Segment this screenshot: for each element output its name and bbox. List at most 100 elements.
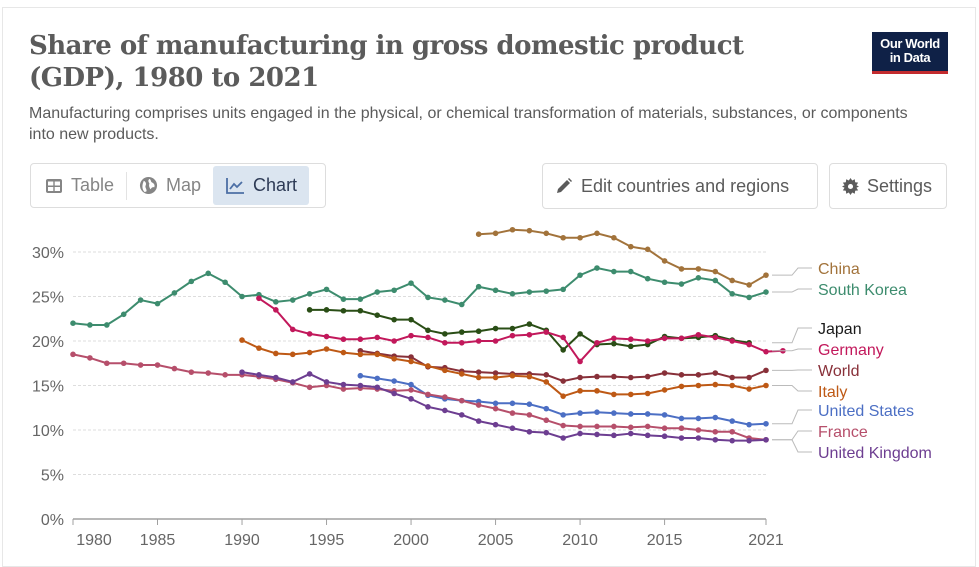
legend-item-world: World — [772, 363, 860, 380]
data-point — [391, 391, 397, 397]
data-point — [273, 307, 279, 313]
data-point — [459, 302, 465, 308]
data-point — [746, 375, 752, 381]
data-point — [729, 278, 735, 284]
data-point — [763, 421, 769, 427]
data-point — [543, 231, 549, 237]
data-point — [307, 384, 313, 390]
series-china — [476, 227, 769, 288]
data-point — [408, 280, 414, 286]
data-point — [341, 296, 347, 302]
data-point — [560, 378, 566, 384]
data-point — [594, 409, 600, 415]
data-point — [696, 416, 702, 422]
data-point — [510, 291, 516, 297]
data-point — [594, 424, 600, 430]
data-point — [628, 336, 634, 342]
data-point — [155, 362, 161, 368]
data-point — [273, 351, 279, 357]
data-point — [577, 410, 583, 416]
data-point — [628, 344, 634, 350]
data-point — [476, 418, 482, 424]
data-point — [493, 287, 499, 293]
x-tick-label: 2010 — [562, 532, 598, 549]
data-point — [408, 382, 414, 388]
data-point — [307, 331, 313, 337]
y-tick-label: 0% — [41, 512, 64, 529]
series-united-kingdom — [239, 369, 769, 443]
data-point — [696, 372, 702, 378]
data-point — [70, 352, 76, 358]
data-point — [374, 376, 380, 382]
data-point — [543, 329, 549, 335]
data-point — [341, 308, 347, 314]
series-world — [358, 348, 769, 384]
data-point — [358, 336, 364, 342]
legend-item-united-states: United States — [772, 403, 914, 424]
data-point — [527, 228, 533, 234]
data-point — [138, 297, 144, 303]
data-point — [172, 290, 178, 296]
data-point — [527, 332, 533, 338]
data-point — [729, 429, 735, 435]
data-point — [543, 430, 549, 436]
data-point — [493, 375, 499, 381]
data-point — [662, 370, 668, 376]
data-point — [729, 338, 735, 344]
data-point — [391, 338, 397, 344]
data-point — [662, 387, 668, 393]
data-point — [746, 422, 752, 428]
data-point — [442, 340, 448, 346]
data-point — [391, 356, 397, 362]
data-point — [239, 369, 245, 375]
legend-connector — [772, 440, 812, 452]
data-point — [679, 372, 685, 378]
data-point — [476, 328, 482, 334]
data-point — [645, 276, 651, 282]
data-point — [408, 359, 414, 365]
data-point — [543, 288, 549, 294]
data-point — [543, 417, 549, 423]
legend-connector — [772, 349, 812, 351]
data-point — [543, 372, 549, 378]
data-point — [307, 291, 313, 297]
legend-label: United Kingdom — [818, 445, 932, 462]
data-point — [425, 404, 431, 410]
data-point — [510, 401, 516, 407]
data-point — [408, 387, 414, 393]
data-point — [425, 335, 431, 341]
data-point — [712, 335, 718, 341]
data-point — [425, 392, 431, 398]
data-point — [459, 340, 465, 346]
data-point — [628, 375, 634, 381]
data-point — [239, 337, 245, 343]
data-point — [577, 331, 583, 337]
data-point — [476, 338, 482, 344]
data-point — [476, 375, 482, 381]
legend-connector — [772, 410, 812, 424]
data-point — [696, 332, 702, 338]
data-point — [628, 244, 634, 250]
data-point — [189, 369, 195, 375]
data-point — [611, 392, 617, 398]
legend-connector — [772, 289, 812, 292]
legend-label: United States — [818, 403, 914, 420]
data-point — [476, 284, 482, 290]
data-point — [425, 328, 431, 334]
legend-label: South Korea — [818, 282, 907, 299]
data-point — [679, 425, 685, 431]
data-point — [527, 374, 533, 380]
data-point — [696, 266, 702, 272]
data-point — [577, 424, 583, 430]
data-point — [611, 336, 617, 342]
data-point — [459, 329, 465, 335]
x-tick-label: 2000 — [393, 532, 429, 549]
data-point — [746, 438, 752, 444]
data-point — [712, 382, 718, 388]
data-point — [662, 279, 668, 285]
legend-item-united-kingdom: United Kingdom — [772, 440, 932, 462]
x-tick-label: 2015 — [647, 532, 683, 549]
data-point — [577, 388, 583, 394]
data-point — [679, 435, 685, 441]
data-point — [189, 279, 195, 285]
